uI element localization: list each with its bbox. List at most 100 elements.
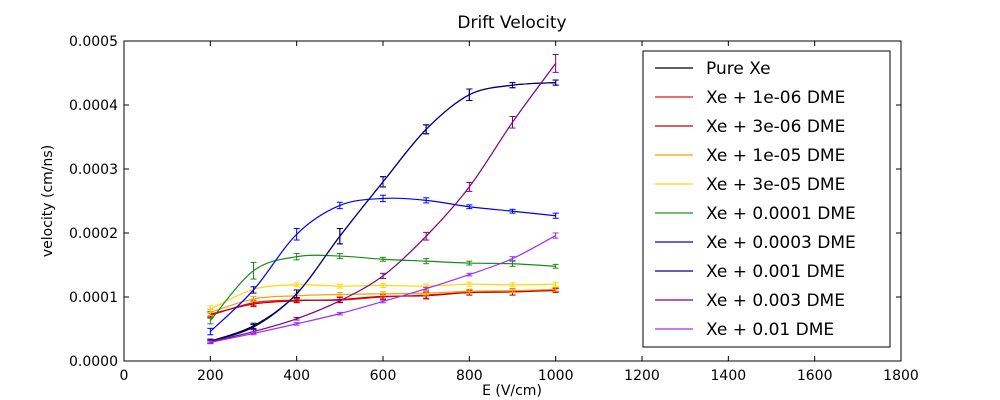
error-bar [380,272,386,279]
y-tick-label: 0.0005 [69,34,118,50]
error-bar [466,272,473,277]
error-bar [336,292,343,297]
series-layer [207,53,559,345]
error-bar [293,316,300,321]
error-bar [423,231,430,241]
error-bar [466,88,473,102]
error-bar [552,212,559,219]
x-axis: 0 200 400 600 800 1000 1200 1400 1600 1800 [120,41,919,384]
error-bar [380,256,386,262]
legend-item: Xe + 3e-05 DME [655,175,845,195]
series-8 [207,53,559,344]
error-bar [509,256,516,262]
error-bar [380,283,386,288]
x-tick-label: 600 [370,368,397,384]
error-bar [293,282,300,288]
error-bar [509,82,516,89]
series-6 [207,194,559,336]
x-tick-label: 1000 [538,368,574,384]
series-5 [207,252,559,325]
error-bar [250,331,257,336]
legend-label: Xe + 0.01 DME [706,320,834,340]
legend: Pure Xe Xe + 1e-06 DME Xe + 3e-06 DME Xe + … [642,50,891,348]
error-bar [207,340,214,345]
error-bar [552,232,559,239]
error-bar [336,201,343,210]
x-tick-label: 200 [197,368,224,384]
error-bar [466,281,473,287]
error-bar [293,298,300,304]
series-9 [207,232,559,345]
error-bar [466,260,473,266]
chart-title: Drift Velocity [457,13,566,33]
error-bar [509,282,516,288]
error-bar [552,53,559,73]
error-bar [552,286,559,292]
error-bar [423,290,430,296]
legend-label: Xe + 1e-05 DME [706,146,845,166]
error-bar [552,263,559,269]
x-tick-label: 1400 [711,368,747,384]
error-bar [250,295,257,302]
x-axis-label: E (V/cm) [482,383,542,399]
legend-item: Xe + 1e-06 DME [655,88,845,108]
legend-label: Pure Xe [706,59,771,79]
error-bar [509,116,516,129]
error-bar [552,79,559,86]
legend-box [642,50,891,348]
error-bar [336,228,343,245]
error-bar [466,181,473,192]
error-bar [336,299,343,303]
legend-label: Xe + 0.001 DME [706,262,845,282]
x-tick-label: 400 [283,368,310,384]
error-bar [423,286,430,291]
error-bar [293,322,300,326]
error-bar [466,288,473,294]
legend-label: Xe + 0.0001 DME [706,204,856,224]
error-bar [336,311,343,316]
error-bar [466,204,473,210]
error-bar [552,281,559,287]
error-bar [336,283,343,289]
plot-frame [123,40,902,362]
error-bar [509,208,516,214]
y-tick-label: 0.0002 [69,226,118,242]
error-bar [509,260,516,267]
error-bar [380,176,386,188]
error-bar [380,291,386,297]
legend-item: Pure Xe [655,59,771,79]
error-bar [509,288,516,294]
error-bar [207,327,214,336]
error-bar [380,299,386,304]
legend-label: Xe + 1e-06 DME [706,88,845,108]
error-bar [336,252,343,260]
legend-item: Xe + 0.003 DME [655,291,845,311]
legend-item: Xe + 1e-05 DME [655,146,845,166]
legend-label: Xe + 0.0003 DME [706,233,856,253]
x-tick-label: 1800 [883,368,919,384]
legend-label: Xe + 3e-06 DME [706,117,845,137]
error-bar [423,258,430,265]
error-bar [293,228,300,241]
x-tick-label: 1200 [624,368,660,384]
error-bar [423,197,430,204]
legend-item: Xe + 3e-06 DME [655,117,845,137]
error-bar [207,316,214,325]
legend-label: Xe + 3e-05 DME [706,175,845,195]
x-tick-label: 0 [120,368,129,384]
x-tick-label: 1600 [797,368,833,384]
error-bar [250,286,257,294]
legend-label: Xe + 0.003 DME [706,291,845,311]
y-tick-label: 0.0003 [69,162,118,178]
y-tick-label: 0.0001 [69,290,118,306]
y-tick-label: 0.0004 [69,98,118,114]
y-tick-label: 0.0000 [69,354,118,370]
legend-item: Xe + 0.01 DME [655,320,834,340]
error-bar [423,124,430,135]
error-bar [293,252,300,261]
y-axis: 0.0000 0.0001 0.0002 0.0003 0.0004 0.0005 [69,34,901,370]
error-bar [293,289,300,299]
legend-item: Xe + 0.001 DME [655,262,845,282]
y-axis-label: velocity (cm/ns) [40,145,56,257]
